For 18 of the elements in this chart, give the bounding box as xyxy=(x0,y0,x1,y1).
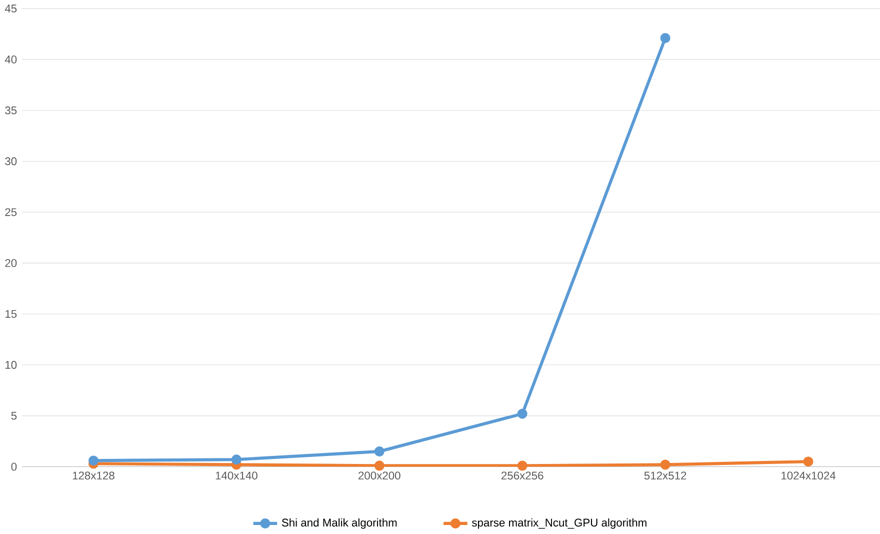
legend-label: sparse matrix_Ncut_GPU algorithm xyxy=(472,518,646,529)
y-tick-label: 25 xyxy=(5,208,17,216)
x-tick-label: 256x256 xyxy=(502,472,544,480)
y-tick-label: 30 xyxy=(5,157,17,166)
x-tick-label: 512x512 xyxy=(644,472,686,480)
y-tick-label: 0 xyxy=(11,462,17,471)
x-tick-label: 128x128 xyxy=(72,472,114,480)
y-tick-label: 5 xyxy=(11,412,17,420)
legend-label: Shi and Malik algorithm xyxy=(282,518,397,529)
x-tick-label: 1024x1024 xyxy=(781,472,836,480)
y-tick-label: 10 xyxy=(6,360,17,369)
x-tick-label: 140x140 xyxy=(216,472,258,480)
y-tick-label: 45 xyxy=(4,4,17,12)
x-tick-label: 200x200 xyxy=(358,472,400,480)
y-tick-label: 35 xyxy=(5,106,17,114)
y-tick-label: 40 xyxy=(4,55,17,64)
y-tick-label: 15 xyxy=(6,310,17,318)
y-tick-label: 20 xyxy=(5,259,17,267)
